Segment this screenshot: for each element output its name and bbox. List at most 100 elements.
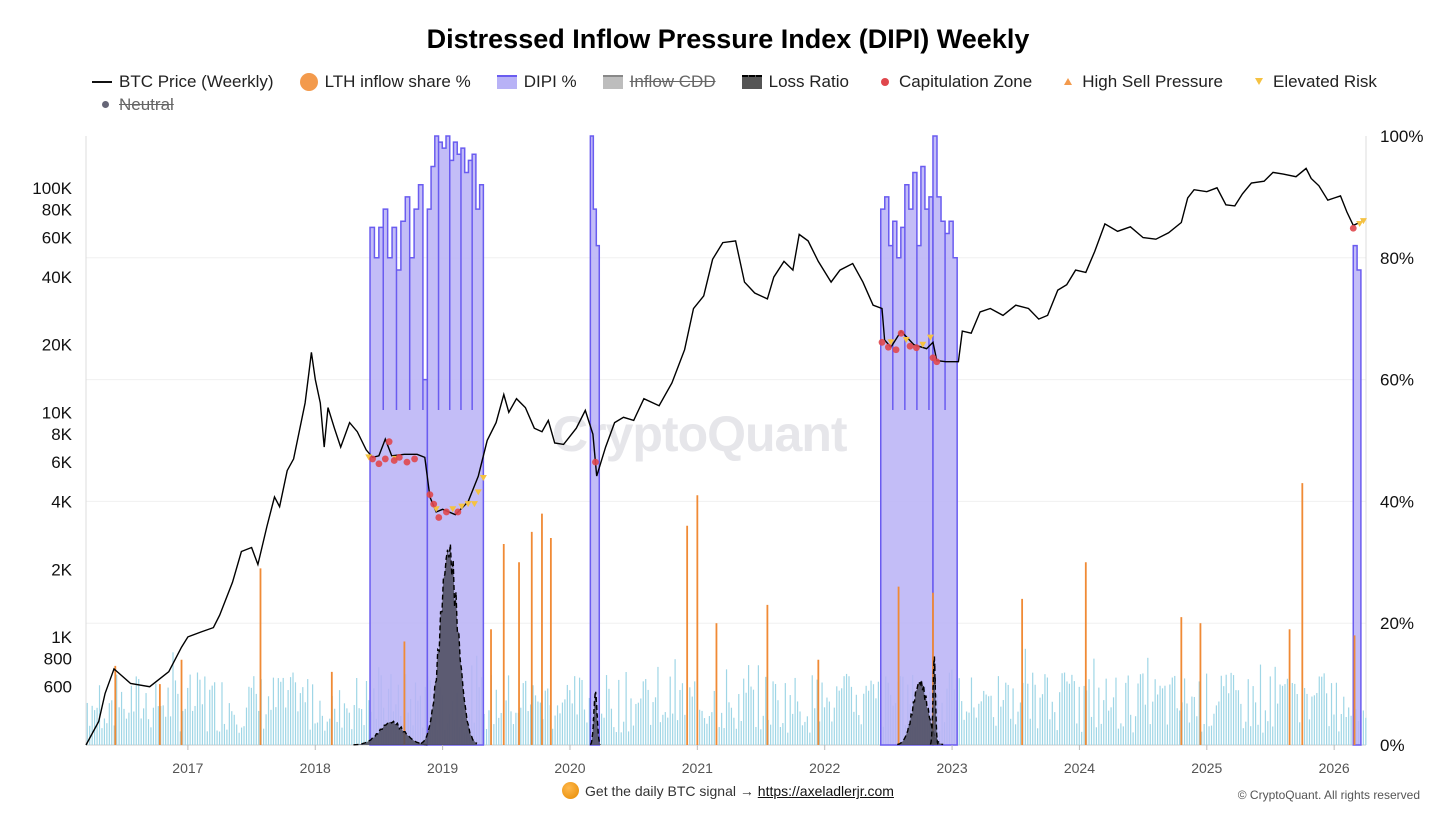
- x-tick-label: 2017: [172, 760, 203, 776]
- legend-loss-ratio[interactable]: Loss Ratio: [741, 71, 849, 92]
- elevated-risk-marker: [926, 334, 934, 341]
- y-right-tick-label: 100%: [1380, 127, 1423, 146]
- circle-swatch-icon: [299, 72, 318, 91]
- legend-label: Neutral: [119, 94, 174, 114]
- triangle-up-icon: [1064, 78, 1073, 85]
- y-left-tick-label: 40K: [42, 268, 73, 287]
- capitulation-marker: [443, 508, 450, 516]
- capitulation-marker: [933, 358, 941, 366]
- legend-inflow-cdd[interactable]: Inflow CDD: [602, 71, 716, 92]
- y-left-tick-label: 600: [44, 678, 72, 697]
- legend-label: DIPI %: [523, 71, 577, 91]
- y-left-tick-label: 800: [44, 650, 72, 669]
- footer-text: Get the daily BTC signal →: [585, 783, 754, 799]
- capitulation-marker: [385, 438, 393, 446]
- y-right-tick-label: 60%: [1380, 371, 1414, 390]
- legend-dipi[interactable]: DIPI %: [496, 71, 577, 92]
- dipi-area: [932, 135, 958, 746]
- line-swatch-icon: [92, 80, 112, 83]
- capitulation-marker: [395, 453, 403, 461]
- capitulation-marker: [1349, 224, 1357, 232]
- loss-ratio-line: [420, 544, 478, 745]
- legend-label: Inflow CDD: [629, 71, 716, 91]
- y-right-tick-label: 0%: [1380, 736, 1405, 755]
- dot-swatch-icon: [880, 77, 889, 86]
- dipi-area: [426, 135, 485, 746]
- footer-link[interactable]: https://axeladlerjr.com: [757, 783, 894, 799]
- y-left-tick-label: 10K: [42, 403, 73, 422]
- area-swatch-icon: [602, 74, 623, 89]
- x-tick-label: 2026: [1319, 760, 1350, 776]
- loss-ratio-line: [929, 656, 939, 745]
- elevated-risk-marker: [902, 336, 910, 343]
- elevated-risk-marker: [1359, 218, 1367, 225]
- y-left-tick-label: 60K: [42, 229, 73, 248]
- legend-label: High Sell Pressure: [1082, 71, 1223, 91]
- copyright: © CryptoQuant. All rights reserved: [1237, 788, 1420, 802]
- capitulation-marker: [369, 455, 376, 463]
- elevated-risk-marker: [432, 506, 440, 513]
- capitulation-marker: [878, 338, 886, 346]
- y-left-tick-label: 2K: [51, 560, 72, 579]
- elevated-risk-marker: [365, 454, 373, 461]
- capitulation-marker: [892, 346, 900, 354]
- capitulation-marker: [897, 329, 905, 337]
- y-right-tick-label: 80%: [1380, 249, 1414, 268]
- legend-high-sell[interactable]: High Sell Pressure: [1058, 72, 1223, 92]
- y-left-tick-label: 20K: [42, 336, 73, 355]
- x-tick-label: 2023: [936, 760, 967, 776]
- y-left-tick-label: 4K: [51, 493, 72, 512]
- elevated-risk-marker: [458, 503, 466, 510]
- x-tick-label: 2024: [1064, 760, 1095, 776]
- loss-ratio-line: [897, 679, 944, 746]
- y-left-tick-label: 8K: [51, 425, 72, 444]
- btc-price-line: [85, 167, 1366, 746]
- capitulation-marker: [906, 342, 914, 350]
- capitulation-marker: [435, 514, 443, 521]
- elevated-risk-marker: [449, 506, 457, 513]
- capitulation-marker: [430, 500, 438, 508]
- legend-neutral[interactable]: Neutral: [92, 95, 174, 115]
- capitulation-marker: [411, 455, 418, 463]
- elevated-risk-marker: [479, 474, 487, 481]
- capitulation-marker: [390, 457, 398, 464]
- capitulation-marker: [375, 460, 383, 468]
- x-tick-label: 2021: [682, 760, 713, 776]
- x-tick-label: 2020: [554, 760, 585, 776]
- footer: Get the daily BTC signal → https://axela…: [0, 782, 1456, 799]
- legend-elevated-risk[interactable]: Elevated Risk: [1249, 72, 1377, 92]
- loss-ratio-area: [420, 544, 478, 745]
- capitulation-marker: [454, 508, 462, 516]
- y-right-tick-label: 40%: [1380, 492, 1414, 511]
- capitulation-marker: [884, 343, 892, 351]
- elevated-risk-marker: [470, 501, 478, 508]
- legend-capitulation[interactable]: Capitulation Zone: [875, 72, 1032, 92]
- x-tick-label: 2025: [1191, 760, 1222, 776]
- triangle-down-icon: [1254, 78, 1263, 85]
- legend-label: Loss Ratio: [768, 71, 849, 91]
- legend-label: Elevated Risk: [1272, 71, 1377, 91]
- elevated-risk-marker: [464, 501, 472, 508]
- loss-ratio-line: [589, 691, 601, 746]
- y-right-tick-label: 20%: [1380, 614, 1414, 633]
- legend-label: BTC Price (Weerkly): [119, 71, 274, 91]
- y-left-tick-label: 6K: [51, 453, 72, 472]
- capitulation-marker: [403, 458, 411, 466]
- legend-label: Capitulation Zone: [898, 71, 1033, 91]
- x-tick-label: 2019: [427, 760, 458, 776]
- capitulation-marker: [381, 455, 389, 463]
- watermark: CryptoQuant: [552, 406, 848, 462]
- coin-icon: [562, 782, 580, 799]
- legend-label: LTH inflow share %: [324, 71, 471, 91]
- capitulation-marker: [592, 458, 599, 466]
- dipi-area: [369, 183, 429, 746]
- legend-lth-inflow[interactable]: LTH inflow share %: [299, 71, 471, 92]
- x-tick-label: 2022: [809, 760, 840, 776]
- elevated-risk-marker: [919, 341, 927, 348]
- dot-swatch-icon: [102, 101, 109, 108]
- legend-btc-price[interactable]: BTC Price (Weerkly): [92, 72, 274, 92]
- loss-ratio-area: [930, 656, 939, 745]
- capitulation-marker: [913, 344, 920, 352]
- elevated-risk-marker: [1356, 220, 1364, 227]
